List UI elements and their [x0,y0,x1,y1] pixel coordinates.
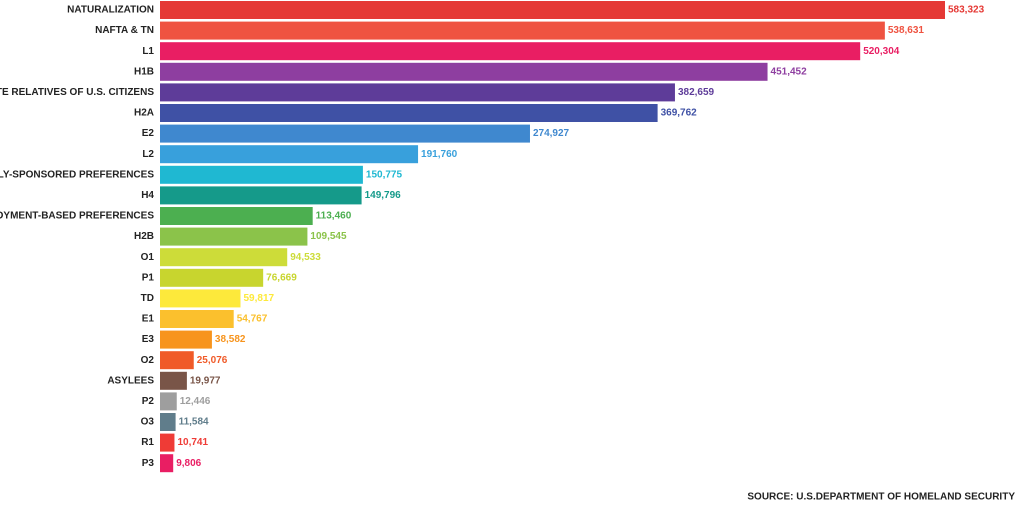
bar [160,330,212,349]
bar [160,248,288,267]
category-label: P1 [142,272,155,283]
bar [160,42,861,61]
value-label: 538,631 [888,25,925,36]
bar [160,310,234,328]
bar [160,289,241,308]
value-label: 38,582 [215,334,246,345]
value-label: 9,806 [176,458,201,469]
category-label: EMPLOYMENT-BASED PREFERENCES [0,211,154,222]
bar [160,186,362,205]
value-label: 54,767 [237,314,268,325]
value-label: 191,760 [421,149,458,160]
value-label: 382,659 [678,87,715,98]
value-label: 11,584 [179,417,209,428]
bar [160,454,174,473]
bar [160,227,308,246]
value-label: 76,669 [266,272,297,283]
value-label: 369,762 [661,108,698,119]
bar [160,1,945,19]
category-label: E3 [142,334,155,345]
value-label: 113,460 [316,211,352,222]
category-label: O2 [141,355,155,366]
value-label: 150,775 [366,169,403,180]
category-label: FAMILY-SPONSORED PREFERENCES [0,169,154,180]
value-label: 149,796 [365,190,402,201]
bar [160,392,177,411]
value-label: 520,304 [863,46,900,57]
bar [160,207,313,225]
category-label: O1 [141,252,155,263]
category-label: O3 [141,417,155,428]
bar [160,145,419,164]
category-label: TD [141,293,154,304]
value-label: 274,927 [533,128,570,139]
category-label: P3 [142,458,155,469]
bar [160,433,175,452]
value-label: 19,977 [190,375,221,386]
category-label: L2 [142,149,154,160]
value-label: 94,533 [290,252,321,263]
source-note: SOURCE: U.S.DEPARTMENT OF HOMELAND SECUR… [747,492,1015,503]
bar [160,83,675,102]
category-label: E1 [142,314,155,325]
value-label: 12,446 [180,396,211,407]
category-label: ASYLEES [107,375,154,386]
category-label: P2 [142,396,155,407]
category-label: H4 [141,190,154,201]
value-label: 25,076 [197,355,228,366]
category-label: R1 [141,437,154,448]
value-label: 59,817 [243,293,274,304]
category-label: H1B [134,66,154,77]
category-label: NATURALIZATION [67,5,154,16]
bar [160,21,885,40]
bar [160,62,768,81]
value-label: 451,452 [771,66,808,77]
category-label: H2A [134,108,154,119]
bar [160,413,176,431]
category-label: IMMEDIATE RELATIVES OF U.S. CITIZENS [0,87,154,98]
value-label: 109,545 [310,231,347,242]
value-label: 583,323 [948,5,985,16]
bar [160,371,187,390]
category-label: E2 [142,128,155,139]
category-label: L1 [142,46,154,57]
bar [160,165,363,184]
bar [160,104,658,122]
category-label: H2B [134,231,154,242]
category-label: NAFTA & TN [95,25,154,36]
bar [160,268,264,287]
value-label: 10,741 [177,437,208,448]
bar [160,351,194,370]
bar [160,124,530,143]
